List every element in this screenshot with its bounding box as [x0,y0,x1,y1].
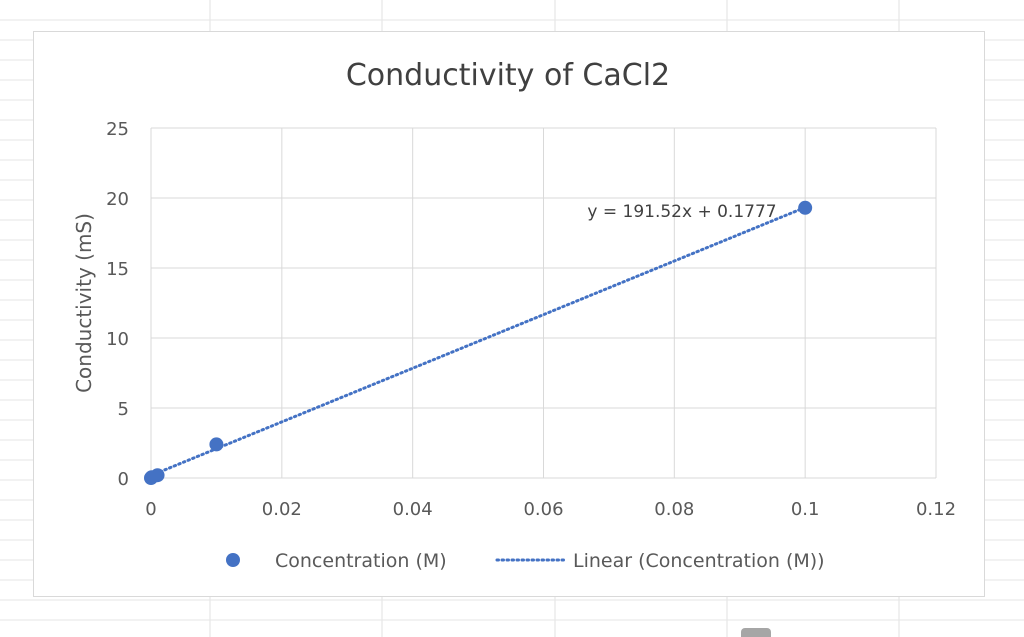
legend-label-series: Concentration (M) [275,550,447,572]
legend-label-trendline: Linear (Concentration (M)) [573,550,825,572]
trendline [149,205,807,478]
chart-title: Conductivity of CaCl2 [346,58,670,93]
data-point[interactable] [798,200,813,215]
data-point[interactable] [150,468,165,483]
data-point[interactable] [209,437,224,452]
y-tick-label: 20 [106,189,129,210]
x-tick-label: 0.08 [654,499,694,520]
x-tick-label: 0 [145,499,156,520]
data-points [144,200,813,485]
chart-area[interactable] [33,31,985,597]
y-tick-label: 0 [118,469,129,490]
x-tick-label: 0.06 [523,499,563,520]
legend: Concentration (M) Linear (Concentration … [226,550,825,572]
y-tick-label: 15 [106,259,129,280]
y-tick-label: 10 [106,329,129,350]
plot-gridlines [150,127,937,479]
sheet-scroll-handle[interactable] [741,628,771,637]
y-axis-title: Conductivity (mS) [72,213,96,393]
trendline-equation: y = 191.52x + 0.1777 [587,202,776,222]
y-tick-label: 5 [118,399,129,420]
x-axis-tick-labels: 0 0.02 0.04 0.06 0.08 0.1 0.12 [145,499,956,520]
x-tick-label: 0.04 [393,499,433,520]
x-tick-label: 0.12 [916,499,956,520]
x-tick-label: 0.1 [791,499,820,520]
y-axis-tick-labels: 0 5 10 15 20 25 [106,119,129,490]
y-tick-label: 25 [106,119,129,140]
x-tick-label: 0.02 [262,499,302,520]
legend-marker-series [226,553,240,567]
